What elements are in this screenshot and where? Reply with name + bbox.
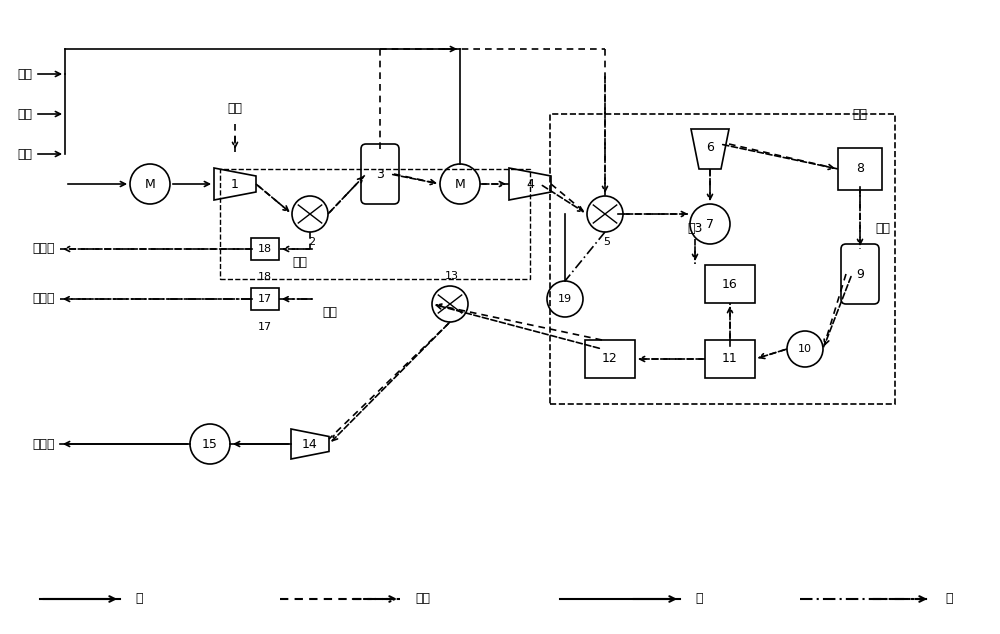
Text: 空气: 空气 — [228, 103, 242, 115]
Text: 9: 9 — [856, 268, 864, 280]
Text: 19: 19 — [558, 294, 572, 304]
Text: 液态: 液态 — [875, 223, 890, 235]
Text: 热: 热 — [695, 593, 702, 605]
Text: M: M — [455, 178, 465, 190]
Text: 8: 8 — [856, 162, 864, 176]
Text: 电: 电 — [135, 593, 143, 605]
Text: 1: 1 — [231, 178, 239, 190]
Text: 风电: 风电 — [18, 67, 32, 81]
Text: 6: 6 — [706, 141, 714, 153]
Text: 2: 2 — [308, 237, 316, 247]
Text: 3: 3 — [376, 167, 384, 181]
Text: 15: 15 — [202, 437, 218, 451]
Text: 光伏: 光伏 — [18, 108, 32, 120]
Text: 5: 5 — [603, 237, 610, 247]
Text: 16: 16 — [722, 278, 738, 290]
Text: M: M — [145, 178, 155, 190]
Text: 补热: 补热 — [292, 256, 308, 269]
Text: 补冷: 补冷 — [322, 306, 338, 318]
Text: 18: 18 — [258, 272, 272, 282]
Text: 气态: 气态 — [852, 108, 868, 120]
Text: 12: 12 — [602, 353, 618, 365]
Text: 7: 7 — [706, 217, 714, 231]
Text: 14: 14 — [302, 437, 318, 451]
Text: 电负荷: 电负荷 — [33, 437, 55, 451]
Text: 18: 18 — [258, 244, 272, 254]
Text: 4: 4 — [526, 178, 534, 190]
Text: 冷负荷: 冷负荷 — [33, 292, 55, 306]
Text: 10: 10 — [798, 344, 812, 354]
Text: 17: 17 — [258, 294, 272, 304]
Text: 空气: 空气 — [415, 593, 430, 605]
Text: 热负荷: 热负荷 — [33, 242, 55, 256]
Text: 13: 13 — [445, 271, 459, 281]
Text: 电网: 电网 — [18, 148, 32, 160]
Text: 11: 11 — [722, 353, 738, 365]
Text: 17: 17 — [258, 322, 272, 332]
Text: 至3: 至3 — [687, 223, 703, 235]
Text: 冷: 冷 — [945, 593, 952, 605]
